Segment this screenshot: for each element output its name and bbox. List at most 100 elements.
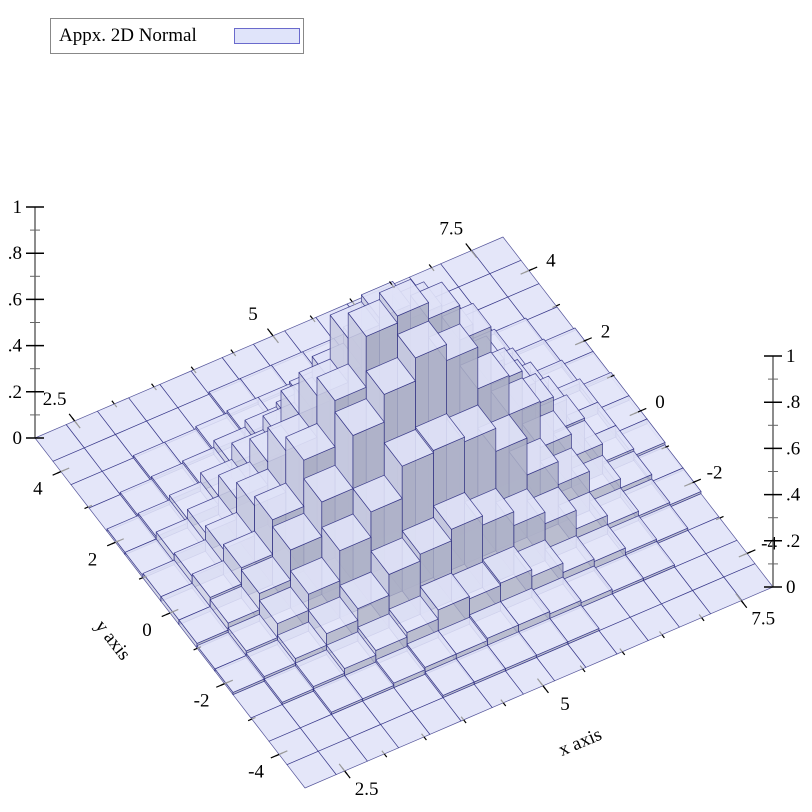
- x-tick-label-front: 2.5: [355, 779, 379, 800]
- z-tick-label-left: .8: [8, 243, 22, 264]
- x-minor-tick-inner: [431, 267, 435, 272]
- y-tick-inner: [278, 750, 288, 755]
- y-minor-tick-inner: [552, 305, 557, 309]
- x-tick-label-back: 7.5: [439, 219, 463, 240]
- x-tick-inner: [536, 678, 544, 687]
- x-minor-tick: [701, 617, 705, 622]
- x-minor-tick-inner: [232, 352, 237, 357]
- y-tick-label-left: 2: [88, 549, 98, 570]
- y-tick: [106, 541, 116, 547]
- bar-top-face: [482, 545, 533, 584]
- bar-top-face: [285, 423, 336, 461]
- bar-top-face: [379, 278, 429, 317]
- bar-top-face: [347, 299, 398, 337]
- bar-top-face: [339, 571, 390, 610]
- y-minor-tick-inner: [606, 376, 611, 379]
- bar-top-face: [227, 613, 278, 652]
- bar-top-face: [272, 512, 323, 551]
- bar-top-face: [419, 572, 470, 611]
- x-minor-tick-inner: [312, 318, 316, 323]
- y-tick-label-left: 0: [142, 620, 152, 641]
- y-tick-label-left: -4: [248, 761, 264, 782]
- bar-top-face: [223, 530, 273, 569]
- bar-top-face: [178, 606, 229, 644]
- x-minor-tick: [230, 349, 234, 354]
- y-tick-label-right: 0: [655, 392, 665, 413]
- bar-top-face: [277, 621, 327, 659]
- x-tick-inner: [338, 763, 346, 772]
- legend-label: Appx. 2D Normal: [59, 25, 197, 46]
- x-tick-label-back: 2.5: [43, 389, 67, 410]
- x-minor-tick: [661, 634, 665, 639]
- bar-top-face: [326, 631, 377, 669]
- histogram-bar: [313, 675, 363, 715]
- x-tick-label-front: 5: [560, 694, 570, 715]
- x-tick: [740, 600, 748, 609]
- y-tick: [52, 471, 62, 476]
- bar-top-face: [415, 413, 465, 451]
- bar-top-face: [214, 655, 265, 693]
- y-minor-tick-inner: [661, 446, 666, 450]
- y-minor-tick-inner: [142, 575, 147, 579]
- histogram-bar: [424, 658, 475, 699]
- x-minor-tick: [582, 668, 586, 673]
- bar-top-face: [352, 474, 403, 513]
- z-tick-label-left: .4: [8, 336, 23, 357]
- bar-top-face: [383, 429, 434, 467]
- x-minor-tick-inner: [500, 699, 504, 704]
- x-minor-tick-inner: [619, 648, 623, 653]
- bar-top-face: [254, 482, 305, 521]
- x-minor-tick: [502, 702, 507, 707]
- bar-top-face: [286, 750, 337, 789]
- legend-swatch: [234, 28, 300, 44]
- x-minor-tick: [463, 719, 467, 724]
- x-minor-tick: [111, 400, 115, 405]
- x-tick-inner: [470, 250, 478, 259]
- x-minor-tick-inner: [579, 665, 584, 670]
- y-tick: [637, 407, 647, 413]
- histogram-bar: [370, 537, 421, 629]
- bar-top-face: [334, 398, 385, 436]
- bar-top-face: [357, 613, 408, 651]
- y-tick: [216, 683, 225, 688]
- y-minor-tick: [610, 374, 615, 378]
- x-minor-tick: [190, 366, 195, 371]
- y-minor-tick: [247, 718, 253, 722]
- x-minor-tick-inner: [113, 403, 118, 408]
- x-tick-inner: [272, 335, 279, 344]
- bar-top-face: [388, 595, 439, 633]
- x-minor-tick-inner: [421, 733, 425, 738]
- bar-top-face: [290, 557, 341, 595]
- y-tick-inner: [629, 411, 639, 417]
- bar-top-face: [209, 585, 260, 624]
- x-tick: [542, 685, 549, 694]
- z-tick-label-right: .4: [786, 485, 801, 506]
- y-tick: [161, 612, 171, 618]
- x-minor-tick-inner: [193, 369, 197, 374]
- y-tick-inner: [115, 538, 124, 543]
- bar-top-face: [245, 639, 296, 677]
- y-tick-inner: [60, 467, 70, 473]
- bar-top-face: [469, 601, 519, 639]
- y-minor-tick-inner: [87, 504, 93, 508]
- x-minor-tick: [621, 651, 626, 656]
- z-tick-label-left: 1: [13, 197, 23, 218]
- y-tick-inner: [684, 482, 693, 487]
- y-tick-label-right: 2: [601, 321, 611, 342]
- x-minor-tick-inner: [659, 631, 663, 636]
- x-tick: [344, 770, 351, 779]
- histogram-bar: [518, 618, 569, 658]
- bar-top-face: [191, 560, 242, 598]
- z-tick-label-left: .2: [8, 382, 22, 403]
- bar-top-face: [424, 658, 475, 696]
- z-tick-label-left: .6: [8, 289, 22, 310]
- y-tick: [528, 266, 538, 272]
- x-minor-tick: [423, 736, 427, 741]
- histogram-bar: [562, 565, 613, 608]
- y-tick-label-right: -2: [707, 463, 723, 484]
- y-tick-label-right: -4: [761, 533, 777, 554]
- y-tick: [692, 478, 702, 484]
- x-tick: [68, 413, 76, 422]
- y-tick-inner: [224, 679, 234, 685]
